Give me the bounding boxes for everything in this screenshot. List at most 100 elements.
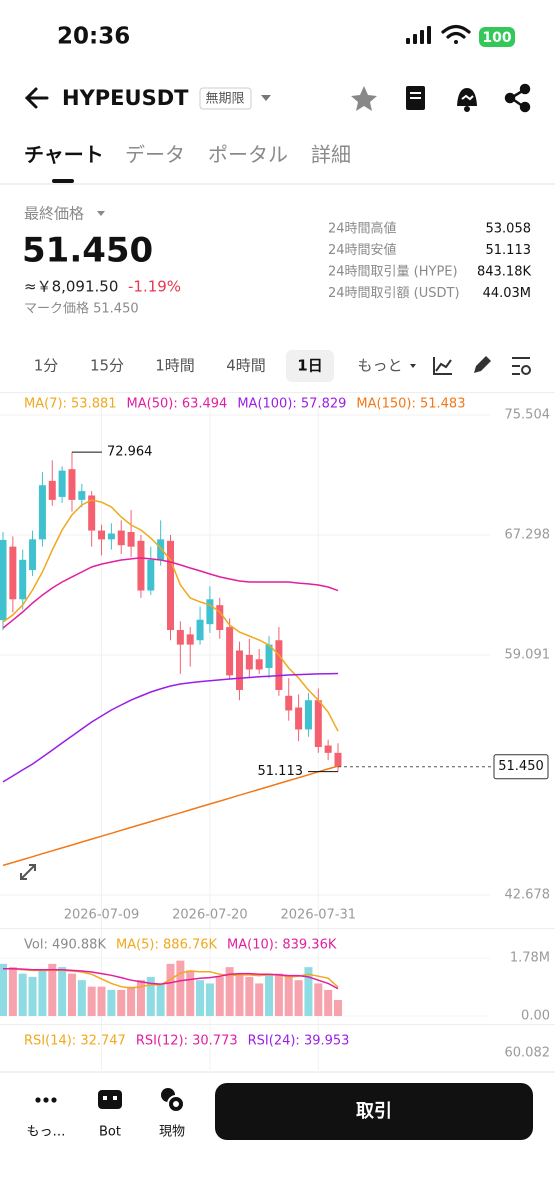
trade-button[interactable] <box>215 1083 533 1140</box>
volume-bar <box>215 976 224 1016</box>
ma-line <box>2 672 339 783</box>
nav-label[interactable]: Bot <box>99 1125 121 1140</box>
price-type-dropdown[interactable] <box>97 211 105 216</box>
candle-body <box>78 491 86 500</box>
rsi-tick-label: 60.082 <box>505 1046 551 1061</box>
legend-entry: MA(50): 63.494 <box>127 397 228 412</box>
candle-body <box>9 546 17 600</box>
indicator-button[interactable] <box>433 357 452 375</box>
share-button[interactable] <box>504 83 531 113</box>
candle-body <box>0 539 7 621</box>
candle-body <box>304 700 312 730</box>
candle-body <box>295 707 303 730</box>
candle-body <box>216 605 224 631</box>
tab[interactable]: ポータル <box>208 143 288 167</box>
trade-label[interactable]: 取引 <box>356 1101 392 1122</box>
candle-body <box>186 634 194 645</box>
battery-level: 100 <box>482 30 511 46</box>
legend-entry: MA(7): 53.881 <box>24 397 117 412</box>
candle-body <box>147 559 155 591</box>
y-tick-label: 59.091 <box>505 648 551 663</box>
divider <box>0 183 555 185</box>
candle-body <box>157 539 165 560</box>
high-label: 72.964 <box>107 445 152 460</box>
ma-line <box>2 765 339 867</box>
badge-frame <box>199 87 252 110</box>
timeframe-selected <box>286 350 334 382</box>
settings-button[interactable] <box>512 357 531 375</box>
tab[interactable]: 詳細 <box>311 143 351 167</box>
ma-line <box>3 968 339 990</box>
volume-bar <box>87 986 96 1016</box>
rsi-legend: RSI(12): 30.773 <box>136 1034 238 1049</box>
y-tick-label: 42.678 <box>505 888 551 903</box>
bot-icon[interactable] <box>98 1090 122 1109</box>
volume-bar <box>324 989 333 1016</box>
spot-icon[interactable] <box>161 1088 185 1113</box>
ma-line <box>2 499 339 732</box>
timeframe[interactable]: もっと <box>357 357 402 375</box>
contract-badge: 無期限 <box>205 92 244 107</box>
volume-bar <box>146 976 155 1016</box>
divider <box>0 928 555 929</box>
more-icon[interactable] <box>35 1097 57 1103</box>
tab-bar: チャート データ ポータル 詳細 <box>24 143 351 183</box>
timeframe[interactable]: 4時間 <box>226 357 266 375</box>
y-tick-label: 67.298 <box>505 527 551 542</box>
rsi-legend: RSI(24): 39.953 <box>248 1034 350 1049</box>
volume-bar <box>156 983 165 1016</box>
candle-body <box>137 540 145 591</box>
stats: 24時間高値 53.058 24時間安値 51.113 24時間取引量 (HYPE) 84… <box>328 221 531 302</box>
tab[interactable]: チャート <box>24 143 104 167</box>
candle-body <box>285 695 293 711</box>
volume-bar <box>265 973 274 1016</box>
y-tick-label: 1.78M <box>510 951 550 966</box>
favorite-button[interactable] <box>351 86 377 111</box>
x-tick-label: 2026-07-31 <box>281 908 357 923</box>
stat-value: 44.03M <box>483 286 531 301</box>
rsi-panel: 60.082 RSI(14): 32.747 RSI(12): 30.773 RSI… <box>24 1034 550 1061</box>
volume-bar <box>196 980 205 1016</box>
last-price-label: 51.450 <box>498 759 544 774</box>
divider <box>0 392 555 393</box>
nav-label[interactable]: 現物 <box>159 1125 185 1140</box>
volume-bar <box>225 967 234 1016</box>
alert-button[interactable] <box>457 88 477 112</box>
volume-bar <box>176 960 185 1016</box>
symbol[interactable]: HYPEUSDT <box>62 86 189 110</box>
timeframe[interactable]: 1日 <box>297 357 322 375</box>
candle-body <box>58 470 66 497</box>
notes-button[interactable] <box>406 86 425 110</box>
candle-body <box>314 700 322 747</box>
volume-bar <box>0 963 7 1016</box>
volume-bar <box>205 983 214 1016</box>
candle-body <box>206 599 214 625</box>
volume-bar <box>77 980 86 1016</box>
volume-bar <box>314 983 323 1016</box>
candle-body <box>19 559 27 600</box>
tab[interactable]: データ <box>125 143 185 167</box>
draw-button[interactable] <box>474 356 491 373</box>
y-tick-label: 0.00 <box>521 1009 550 1024</box>
candle-body <box>275 640 283 690</box>
x-tick-label: 2026-07-09 <box>64 908 140 923</box>
back-button[interactable] <box>24 87 49 109</box>
stat-label: 24時間高値 <box>328 221 397 237</box>
expand-button[interactable] <box>20 864 36 880</box>
x-tick-label: 2026-07-20 <box>172 908 248 923</box>
rsi-legend: RSI(14): 32.747 <box>24 1034 126 1049</box>
timeframe[interactable]: 1分 <box>34 357 59 375</box>
more-dropdown[interactable] <box>410 364 416 368</box>
candle-body <box>265 644 273 669</box>
candle-body <box>127 532 135 547</box>
candle-body <box>107 533 115 540</box>
timeframe[interactable]: 15分 <box>90 357 124 375</box>
symbol-dropdown[interactable] <box>261 95 271 101</box>
approx-price: ≈￥8,091.50 <box>24 278 118 296</box>
timeframe[interactable]: 1時間 <box>155 357 195 375</box>
volume-bar <box>38 970 47 1016</box>
volume-bar <box>8 967 17 1016</box>
y-tick-label: 75.504 <box>505 408 551 423</box>
nav-label[interactable]: もっ… <box>26 1125 65 1140</box>
